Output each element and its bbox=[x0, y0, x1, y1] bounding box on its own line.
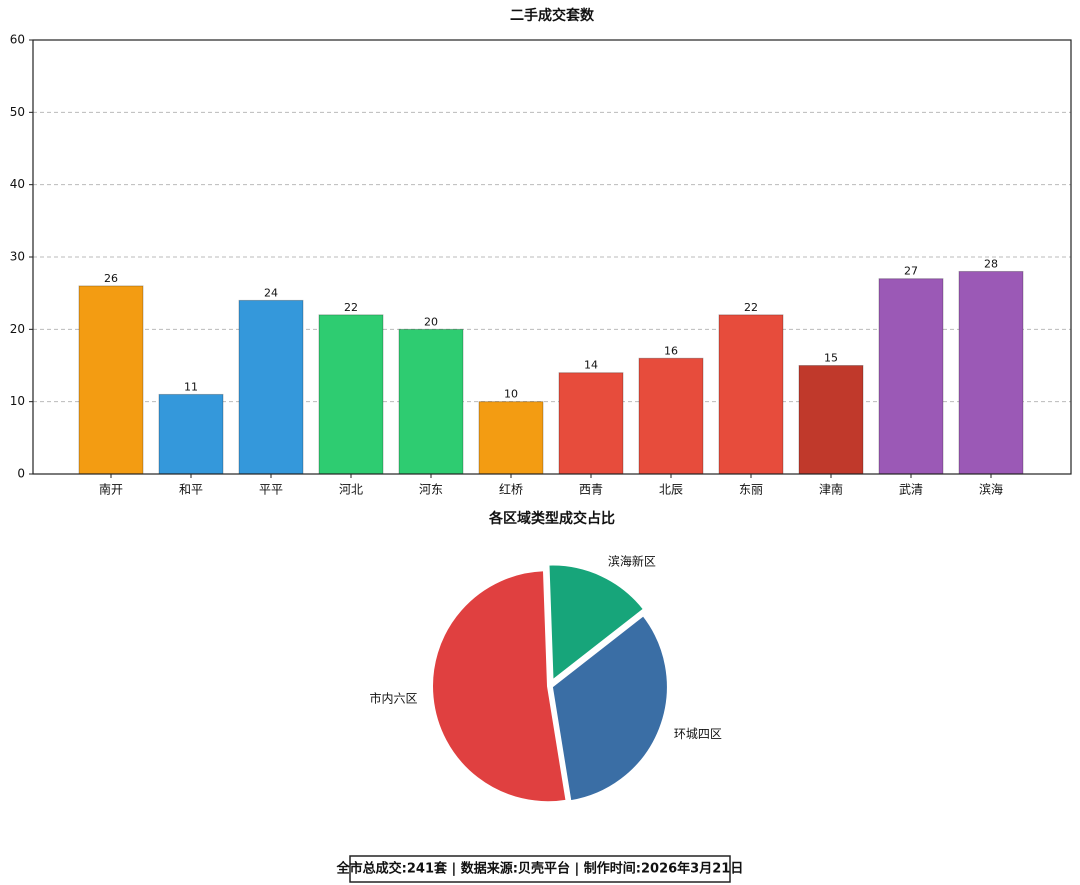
bar bbox=[398, 328, 464, 475]
value-label: 22 bbox=[744, 301, 758, 314]
y-tick-label: 40 bbox=[10, 177, 25, 191]
bar bbox=[798, 365, 864, 475]
pie-label: 市内六区 bbox=[370, 690, 418, 705]
pie-slice bbox=[547, 563, 646, 683]
pie-slice bbox=[431, 569, 568, 804]
y-tick-label: 30 bbox=[10, 250, 25, 264]
bar bbox=[878, 278, 944, 475]
value-label: 11 bbox=[184, 380, 198, 393]
x-tick-label: 平平 bbox=[259, 483, 283, 497]
footer: 全市总成交:241套 | 数据来源:贝壳平台 | 制作时间:2026年3月21日 bbox=[336, 861, 744, 877]
value-label: 26 bbox=[104, 272, 118, 285]
bar-title: 二手成交套数 bbox=[510, 7, 595, 24]
y-tick-label: 10 bbox=[10, 394, 25, 408]
pie-label: 滨海新区 bbox=[608, 553, 656, 568]
y-tick-label: 20 bbox=[10, 322, 25, 336]
pie-label: 环城四区 bbox=[674, 727, 722, 741]
y-tick-label: 50 bbox=[10, 105, 25, 119]
pie-title: 各区域类型成交占比 bbox=[488, 510, 615, 527]
value-label: 22 bbox=[344, 301, 358, 314]
x-tick-label: 和平 bbox=[179, 483, 203, 497]
x-tick-label: 武清 bbox=[899, 483, 923, 497]
bar bbox=[238, 299, 304, 475]
value-label: 27 bbox=[904, 265, 918, 278]
value-label: 24 bbox=[264, 286, 278, 299]
bar bbox=[718, 314, 784, 475]
x-tick-label: 北辰 bbox=[659, 483, 683, 497]
x-tick-label: 红桥 bbox=[499, 482, 523, 497]
value-label: 16 bbox=[664, 344, 678, 357]
bar bbox=[78, 285, 144, 475]
bar bbox=[958, 270, 1024, 475]
y-tick-label: 60 bbox=[10, 33, 25, 47]
x-tick-label: 河北 bbox=[339, 483, 363, 497]
bar bbox=[158, 393, 224, 475]
x-tick-label: 河东 bbox=[419, 483, 443, 497]
value-label: 15 bbox=[824, 352, 838, 365]
pie-slice bbox=[550, 613, 669, 803]
value-label: 20 bbox=[424, 315, 438, 328]
bar bbox=[318, 314, 384, 475]
bar bbox=[558, 372, 624, 475]
value-label: 28 bbox=[984, 257, 998, 270]
footer-box bbox=[349, 855, 731, 883]
x-tick-label: 津南 bbox=[819, 482, 843, 497]
y-tick-label: 0 bbox=[17, 467, 25, 481]
bar bbox=[478, 401, 544, 475]
plot-frame bbox=[32, 39, 1072, 475]
x-tick-label: 滨海 bbox=[979, 482, 1003, 497]
x-tick-label: 东丽 bbox=[739, 483, 763, 497]
x-tick-label: 西青 bbox=[579, 483, 603, 497]
x-tick-label: 南开 bbox=[99, 482, 123, 497]
value-label: 14 bbox=[584, 359, 598, 372]
bar bbox=[638, 357, 704, 475]
value-label: 10 bbox=[504, 388, 518, 401]
